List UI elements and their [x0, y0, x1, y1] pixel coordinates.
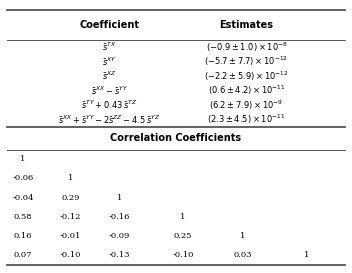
Text: 1: 1 — [240, 232, 246, 240]
Text: 0.58: 0.58 — [14, 213, 32, 221]
Text: $(6.2 \pm 7.9) \times 10^{-9}$: $(6.2 \pm 7.9) \times 10^{-9}$ — [209, 98, 283, 112]
Text: 0.03: 0.03 — [234, 251, 252, 259]
Text: 1: 1 — [20, 155, 26, 163]
Text: Coefficient: Coefficient — [79, 20, 139, 30]
Text: -0.09: -0.09 — [109, 232, 130, 240]
Text: -0.06: -0.06 — [12, 174, 33, 182]
Text: Correlation Coefficients: Correlation Coefficients — [111, 133, 241, 143]
Text: $(2.3 \pm 4.5) \times 10^{-11}$: $(2.3 \pm 4.5) \times 10^{-11}$ — [207, 113, 285, 126]
Text: $(0.6 \pm 4.2) \times 10^{-11}$: $(0.6 \pm 4.2) \times 10^{-11}$ — [208, 84, 285, 97]
Text: $\bar{s}^{XX} - \bar{s}^{YY}$: $\bar{s}^{XX} - \bar{s}^{YY}$ — [90, 84, 128, 97]
Text: $\bar{s}^{XX} + \bar{s}^{YY} - 2\bar{s}^{ZZ} - 4.5\,\bar{s}^{YZ}$: $\bar{s}^{XX} + \bar{s}^{YY} - 2\bar{s}^… — [58, 114, 160, 126]
Text: $(-2.2 \pm 5.9) \times 10^{-12}$: $(-2.2 \pm 5.9) \times 10^{-12}$ — [204, 69, 289, 83]
Text: $\bar{s}^{TX}$: $\bar{s}^{TX}$ — [102, 41, 116, 53]
Text: 0.07: 0.07 — [14, 251, 32, 259]
Text: Estimates: Estimates — [219, 20, 274, 30]
Text: $\bar{s}^{XZ}$: $\bar{s}^{XZ}$ — [102, 70, 117, 82]
Text: 1: 1 — [68, 174, 73, 182]
Text: $\bar{s}^{TY} + 0.43\,\bar{s}^{TZ}$: $\bar{s}^{TY} + 0.43\,\bar{s}^{TZ}$ — [81, 99, 137, 111]
Text: -0.13: -0.13 — [109, 251, 131, 259]
Text: 1: 1 — [180, 213, 186, 221]
Text: $(-0.9 \pm 1.0) \times 10^{-8}$: $(-0.9 \pm 1.0) \times 10^{-8}$ — [206, 40, 287, 54]
Text: -0.01: -0.01 — [60, 232, 81, 240]
Text: -0.04: -0.04 — [12, 194, 34, 201]
Text: $\bar{s}^{XY}$: $\bar{s}^{XY}$ — [102, 55, 117, 68]
Text: -0.10: -0.10 — [172, 251, 194, 259]
Text: 0.25: 0.25 — [174, 232, 192, 240]
Text: 0.29: 0.29 — [61, 194, 80, 201]
Text: 1: 1 — [303, 251, 309, 259]
Text: -0.16: -0.16 — [109, 213, 130, 221]
Text: -0.10: -0.10 — [60, 251, 81, 259]
Text: -0.12: -0.12 — [60, 213, 81, 221]
Text: 0.16: 0.16 — [14, 232, 32, 240]
Text: 1: 1 — [117, 194, 122, 201]
Text: $(-5.7 \pm 7.7) \times 10^{-12}$: $(-5.7 \pm 7.7) \times 10^{-12}$ — [205, 55, 288, 68]
